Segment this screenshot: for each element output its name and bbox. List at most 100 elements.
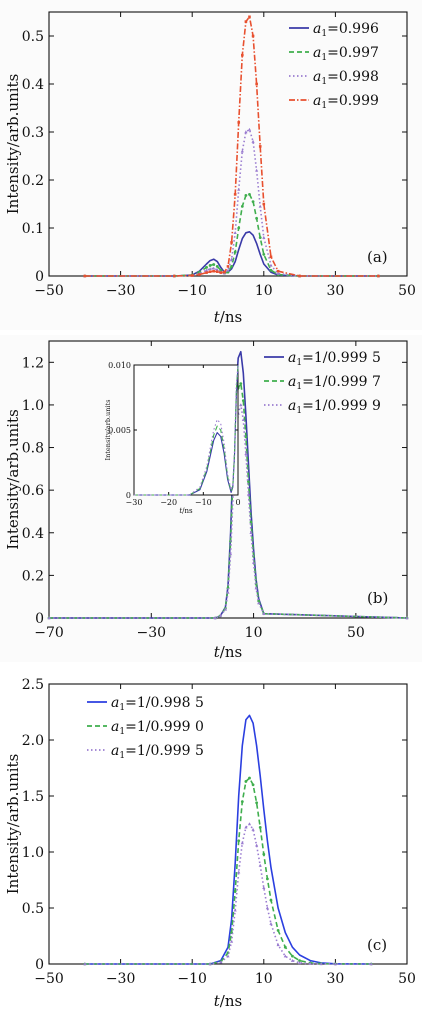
- series-marker-3: [255, 168, 259, 172]
- x-tick-label: −10: [177, 283, 207, 299]
- series-marker-3: [298, 961, 302, 965]
- x-axis-label-unit: /ns: [220, 308, 242, 326]
- x-tick-label: −20: [160, 498, 177, 507]
- y-tick-label: 0.010: [108, 361, 131, 370]
- legend-label-2: a1=1/0.999 0: [111, 719, 204, 737]
- legend-value: =0.997: [327, 45, 379, 61]
- chart-panel-c: −50 −30 −10 10 30 50 0 0.5 1.0 1.5 2.0 2.5 Intensity…: [0, 668, 422, 1012]
- series-marker-2: [237, 226, 241, 230]
- series-marker-2: [258, 825, 262, 829]
- legend-var: a: [313, 45, 321, 61]
- legend-label-1: a1=1/0.998 5: [111, 695, 204, 713]
- series-marker-4: [208, 270, 212, 273]
- series-line-2: [134, 364, 239, 496]
- series-marker-3: [218, 614, 222, 618]
- series-line-1: [134, 364, 239, 496]
- legend-var: a: [288, 374, 296, 390]
- series-marker-2: [244, 193, 248, 197]
- series-marker-3: [240, 841, 244, 845]
- legend-value: =1/0.999 7: [302, 374, 381, 390]
- x-tick-label: 10: [245, 625, 263, 641]
- series-marker-3: [276, 271, 280, 275]
- series-marker-4: [230, 241, 233, 244]
- series-line-1: [84, 231, 379, 277]
- series-marker-3: [229, 939, 234, 943]
- series-marker-3: [251, 560, 256, 564]
- series-marker-3: [257, 601, 261, 605]
- y-tick-label: 0.2: [22, 173, 44, 189]
- legend-value: =0.998: [327, 69, 379, 85]
- series-marker-3: [223, 607, 228, 611]
- series-marker-3: [254, 586, 258, 590]
- series-marker-2: [298, 959, 301, 963]
- y-axis-label: Intensity/arb.units: [4, 74, 22, 215]
- series-marker-4: [205, 271, 208, 274]
- series-marker-3: [244, 130, 248, 134]
- series-marker-4: [258, 145, 262, 148]
- series-marker-3: [208, 962, 212, 966]
- series-line-2: [84, 777, 372, 965]
- legend-label-1: a1=0.996: [313, 21, 379, 39]
- y-tick-label: 0.5: [22, 901, 44, 917]
- series-marker-3: [233, 231, 237, 234]
- legend-label-1: a1=1/0.999 5: [288, 350, 381, 368]
- series-marker-3: [290, 958, 295, 962]
- legend-subscript: 1: [321, 53, 327, 63]
- y-tick-label: 0: [126, 491, 131, 500]
- x-tick-label: −30: [126, 498, 143, 507]
- inset-x-axis-label-unit: /ns: [182, 507, 193, 515]
- series-marker-2: [251, 783, 255, 787]
- series-marker-3: [215, 268, 219, 271]
- series-marker-4: [237, 121, 241, 124]
- x-axis-label: t/ns: [214, 308, 242, 326]
- chart-group-b-inset: −30 −20 −10 0 0 0.005 0.010 Intensity/arb.units…: [104, 361, 241, 515]
- y-tick-label: 0.1: [22, 221, 44, 237]
- series-marker-4: [241, 53, 244, 57]
- inset-frame: [133, 364, 239, 496]
- legend-value: =0.999: [327, 93, 379, 109]
- series-line-3: [84, 128, 379, 277]
- series-marker-3: [369, 962, 373, 966]
- y-tick-label: 1.0: [22, 398, 44, 414]
- series-marker-3: [265, 906, 269, 910]
- series-marker-2: [212, 263, 216, 266]
- series-marker-3: [258, 204, 262, 208]
- series-marker-3: [241, 418, 245, 422]
- legend-var: a: [288, 350, 296, 366]
- series-line-2: [84, 193, 379, 277]
- series-marker-3: [283, 954, 287, 958]
- chart-panel-a: −50 −30 −10 10 30 50 0 0.1 0.2 0.3 0.4 0.5 Intensity…: [0, 0, 422, 330]
- series-marker-2: [237, 839, 241, 843]
- series-marker-2: [262, 852, 266, 856]
- series-marker-4: [212, 269, 215, 273]
- series-marker-3: [249, 531, 253, 534]
- y-tick-label: 2.0: [22, 733, 44, 749]
- series-marker-2: [257, 599, 261, 603]
- series-marker-2: [230, 265, 233, 268]
- series-marker-3: [239, 403, 243, 407]
- series-marker-2: [283, 945, 287, 949]
- series-marker-4: [244, 20, 248, 23]
- legend-label-3: a1=0.998: [313, 69, 379, 87]
- series-marker-2: [249, 520, 253, 524]
- y-tick-label: 1.5: [22, 789, 44, 805]
- chart-panel-b: −70 −30 10 50 0 0.2 0.4 0.6 0.8 1.0 1.2 Intensity/a…: [0, 335, 422, 662]
- legend-label-3: a1=1/0.999 9: [288, 398, 381, 416]
- legend-subscript: 1: [119, 727, 125, 737]
- legend-label-3: a1=1/0.999 5: [111, 743, 204, 761]
- series-marker-2: [265, 877, 269, 881]
- legend-value: =1/0.998 5: [125, 695, 204, 711]
- series-marker-2: [276, 929, 280, 932]
- series-marker-2: [233, 250, 237, 254]
- legend-var: a: [288, 398, 296, 414]
- x-axis-label-var: t: [214, 308, 221, 326]
- series-line-3: [84, 823, 372, 965]
- series-marker-3: [237, 870, 241, 874]
- series-marker-3: [229, 257, 234, 261]
- x-tick-label: 30: [326, 283, 344, 299]
- series-marker-3: [240, 149, 244, 153]
- series-marker-2: [244, 780, 248, 783]
- series-marker-2: [269, 268, 273, 272]
- x-tick-label: −70: [34, 625, 64, 641]
- legend-var: a: [313, 69, 321, 85]
